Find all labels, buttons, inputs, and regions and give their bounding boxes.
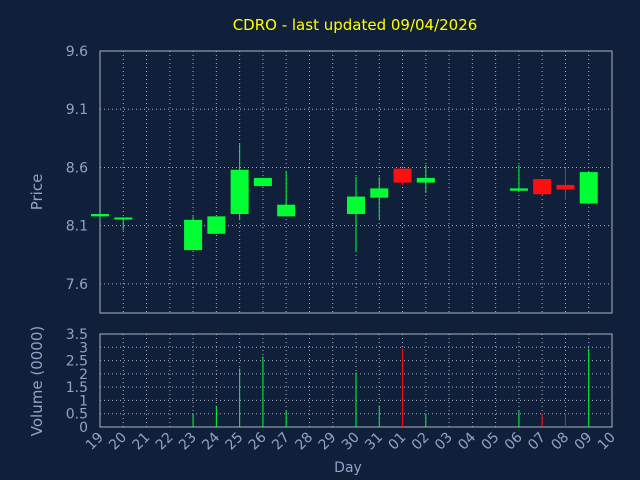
price-tick-label: 9.1 [66, 102, 88, 118]
volume-panel: 3.532.521.510.50 [66, 327, 613, 436]
x-tick-label: 24 [199, 429, 223, 453]
price-panel: 9.6 9.1 8.6 8.1 7.6 [66, 44, 613, 314]
candle-body [253, 177, 272, 187]
x-tick-label: 21 [129, 430, 153, 454]
candle-body [184, 219, 203, 251]
volume-tick-label: 0 [79, 420, 88, 436]
volume-axis-label: Volume (0000) [28, 326, 46, 436]
x-axis-label: Day [334, 460, 362, 476]
volume-tick-label: 1.5 [66, 380, 88, 396]
chart-title: CDRO - last updated 09/04/2026 [233, 16, 478, 34]
candle-body [207, 216, 226, 234]
candle-body [579, 172, 598, 204]
x-tick-label: 29 [316, 430, 340, 454]
candle-body [91, 214, 109, 217]
candle-body [416, 177, 435, 183]
candle-body [277, 204, 296, 217]
x-tick-label: 02 [409, 430, 433, 454]
volume-tick-label: 2 [79, 367, 88, 383]
price-axis-label: Price [28, 174, 46, 211]
x-tick-label: 03 [432, 430, 456, 454]
x-tick-label: 23 [176, 430, 200, 454]
candle-body [556, 184, 575, 190]
volume-tick-label: 3 [79, 340, 88, 356]
x-axis: 19 20 21 22 23 24 25 26 27 28 29 30 31 01 02 03 04 05 06 07… [83, 429, 619, 453]
x-tick-label: 31 [362, 430, 386, 454]
x-tick-label: 25 [223, 430, 247, 454]
candle-body [114, 217, 133, 220]
x-tick-label: 08 [548, 430, 572, 454]
volume-tick-label: 1 [79, 393, 88, 409]
x-tick-label: 09 [572, 430, 596, 454]
x-tick-label: 28 [292, 430, 316, 454]
price-tick-label: 8.1 [66, 219, 88, 235]
x-tick-label: 22 [153, 430, 177, 454]
x-tick-label: 27 [269, 430, 293, 454]
x-tick-label: 26 [246, 429, 270, 453]
candle-body [533, 179, 552, 195]
price-tick-label: 7.6 [66, 277, 88, 293]
x-tick-label: 04 [455, 429, 479, 453]
x-tick-label: 06 [502, 429, 526, 453]
candle-body [509, 188, 528, 191]
candle-body [393, 168, 412, 183]
price-frame [99, 50, 613, 314]
volume-tick-label: 3.5 [66, 327, 88, 343]
x-tick-label: 01 [385, 430, 409, 454]
candle-body [230, 169, 249, 215]
volume-tick-label: 2.5 [66, 354, 88, 370]
price-tick-label: 9.6 [66, 44, 88, 60]
volume-tick-label: 0.5 [66, 407, 88, 423]
x-tick-label: 30 [339, 430, 363, 454]
x-tick-label: 10 [595, 430, 619, 454]
candle-body [370, 188, 389, 198]
x-tick-label: 05 [479, 430, 503, 454]
candle-body [347, 196, 365, 215]
x-tick-label: 20 [106, 430, 130, 454]
x-tick-label: 07 [525, 430, 549, 454]
price-tick-label: 8.6 [66, 160, 88, 176]
